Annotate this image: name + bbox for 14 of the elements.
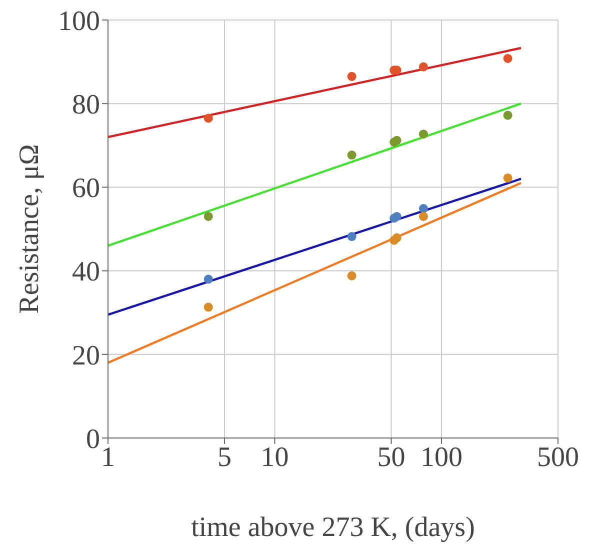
y-tick-label: 0 bbox=[86, 424, 100, 455]
y-tick-label: 20 bbox=[72, 340, 100, 372]
x-tick-label: 100 bbox=[420, 442, 462, 473]
y-axis-title: Resistance, μΩ bbox=[14, 144, 45, 314]
x-tick-label: 5 bbox=[218, 442, 232, 473]
x-tick-label: 500 bbox=[537, 442, 579, 473]
y-tick-label: 60 bbox=[72, 173, 100, 204]
y-tick-label: 80 bbox=[72, 90, 100, 121]
y-tick-label: 40 bbox=[72, 256, 100, 288]
x-tick-label: 50 bbox=[377, 442, 406, 473]
x-axis-title: time above 273 K, (days) bbox=[191, 512, 475, 543]
y-tick-label: 100 bbox=[58, 6, 100, 37]
x-tick-label: 10 bbox=[260, 442, 289, 473]
x-tick-label: 1 bbox=[101, 442, 115, 473]
